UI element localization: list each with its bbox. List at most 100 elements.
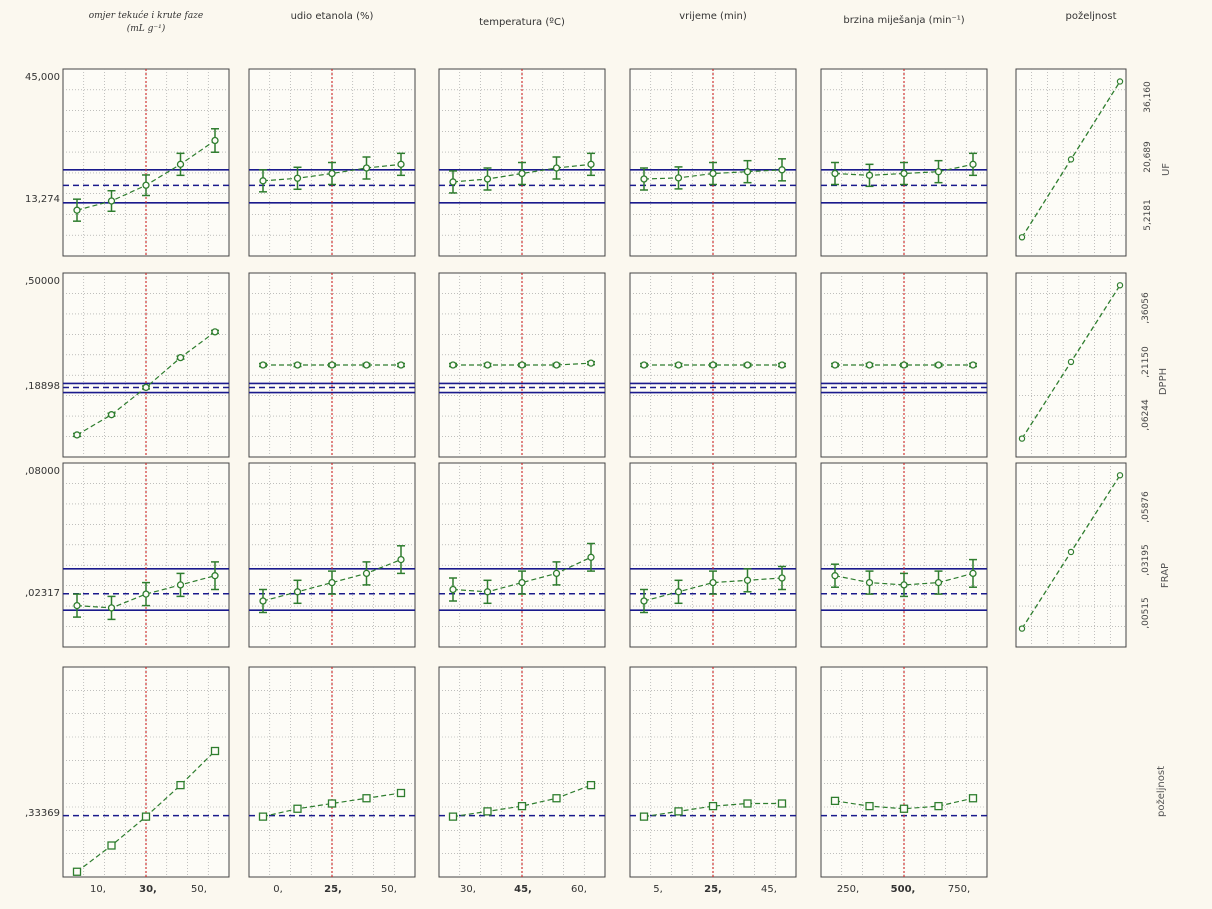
data-point-r3-c0-0: [72, 867, 82, 876]
data-point-r0-c0-1: [107, 197, 116, 205]
data-point-r0-c0-3: [176, 160, 185, 168]
data-point-r0-c2-3: [552, 164, 561, 172]
ytick-dpph-top: ,50000: [25, 276, 60, 287]
trend-line-r3-c4: [834, 797, 974, 810]
data-point-r1-c4-3: [934, 361, 943, 369]
trend-line-r0-c2: [452, 163, 592, 183]
data-point-r1-c2-3: [552, 361, 561, 369]
ytick-frap-mid: ,02317: [25, 588, 60, 599]
ytick-desirability-mid: ,33369: [25, 808, 60, 819]
trend-line-r0-c3: [643, 169, 783, 180]
data-point-r3-c0-3: [176, 780, 185, 790]
data-point-r0-c0-2: [142, 181, 150, 189]
desirability-point-desirability-frap-2: [1116, 472, 1124, 479]
data-point-r2-c4-3: [934, 578, 943, 587]
data-point-r0-c4-3: [934, 168, 943, 176]
data-point-r1-c3-2: [709, 361, 717, 369]
data-point-r1-c0-2: [142, 383, 150, 392]
xtick-c4-2: 750,: [947, 884, 971, 895]
xtick-c2-2: 60,: [571, 884, 587, 895]
data-point-r1-c1-3: [362, 361, 371, 369]
data-point-r3-c0-4: [210, 746, 220, 756]
xtick-c2-0: 30,: [460, 884, 476, 895]
data-point-r2-c1-4: [397, 555, 405, 564]
data-point-r2-c4-0: [831, 572, 839, 580]
desirability-point-desirability-uf-1: [1067, 156, 1075, 163]
data-point-r0-c4-2: [900, 169, 908, 178]
xtick-c0-0: 10,: [90, 884, 106, 895]
data-point-r0-c3-4: [778, 166, 786, 174]
data-point-r1-c1-4: [397, 361, 405, 369]
data-point-r3-c4-3: [934, 801, 943, 811]
xtick-c3-2: 45,: [761, 884, 777, 895]
data-point-r0-c4-1: [865, 171, 874, 179]
data-point-r0-c4-0: [831, 169, 839, 178]
xtick-c3-1: 25,: [704, 884, 722, 895]
xtick-c1-1: 25,: [324, 884, 342, 895]
data-point-r0-c2-0: [449, 178, 457, 186]
data-point-r3-c2-2: [517, 801, 527, 811]
data-point-r1-c0-1: [107, 411, 116, 419]
xtick-c2-1: 45,: [514, 884, 532, 895]
ytick-uf-top: 45,000: [25, 72, 60, 83]
data-point-r1-c3-1: [674, 361, 683, 369]
data-point-r1-c2-0: [449, 361, 457, 369]
desirability-point-desirability-uf-2: [1116, 78, 1124, 85]
data-point-r2-c2-0: [449, 585, 457, 594]
xtick-c4-1: 500,: [890, 884, 916, 895]
data-point-r2-c1-2: [328, 578, 336, 587]
data-point-r0-c1-4: [397, 160, 405, 168]
data-point-r1-c3-4: [778, 361, 786, 369]
data-point-r2-c3-1: [674, 588, 683, 596]
data-point-r0-c3-2: [709, 169, 717, 178]
data-point-r3-c2-0: [448, 812, 458, 821]
ytick-dpph-mid: ,18898: [25, 381, 60, 392]
data-point-r2-c3-0: [640, 597, 648, 605]
data-point-r3-c4-2: [899, 804, 909, 813]
data-point-r1-c4-4: [969, 361, 977, 369]
ytick-uf-mid: 13,274: [25, 194, 60, 205]
data-point-r1-c4-0: [831, 361, 839, 369]
data-point-r3-c2-3: [552, 794, 561, 803]
desirability-point-desirability-frap-1: [1067, 548, 1075, 556]
data-point-r0-c3-3: [743, 168, 752, 176]
trend-line-r3-c1: [262, 792, 402, 818]
data-point-r0-c4-4: [969, 160, 977, 168]
data-point-r2-c1-3: [362, 569, 371, 578]
data-point-r2-c3-2: [709, 578, 717, 587]
column-header-temperature: temperatura (ºC): [479, 17, 565, 28]
data-point-r3-c4-0: [830, 796, 840, 806]
data-point-r3-c1-3: [362, 794, 371, 803]
data-point-r3-c2-1: [483, 807, 492, 816]
data-point-r0-c1-0: [259, 177, 267, 185]
data-point-r3-c1-4: [396, 788, 406, 798]
data-point-r3-c1-0: [258, 812, 268, 821]
data-point-r0-c3-1: [674, 174, 683, 182]
data-point-r0-c3-0: [640, 175, 648, 183]
data-point-r2-c2-4: [587, 553, 595, 561]
data-point-r1-c0-4: [211, 328, 219, 336]
data-point-r2-c0-0: [73, 601, 81, 610]
data-point-r3-c3-1: [674, 807, 683, 816]
column-header-desirability: poželjnost: [1065, 11, 1117, 22]
data-point-r3-c2-4: [586, 780, 596, 790]
column-header-time: vrijeme (min): [679, 11, 747, 22]
data-point-r2-c3-3: [743, 576, 752, 584]
data-point-r2-c0-1: [107, 604, 116, 612]
data-point-r2-c1-0: [259, 597, 267, 605]
data-point-r3-c0-1: [107, 841, 116, 850]
data-point-r1-c0-0: [73, 431, 81, 439]
data-point-r2-c2-3: [552, 569, 561, 578]
data-point-r0-c2-4: [587, 160, 595, 168]
data-point-r3-c3-2: [708, 801, 718, 811]
data-point-r1-c2-1: [483, 361, 492, 369]
data-point-r1-c2-2: [518, 361, 526, 369]
data-point-r1-c0-3: [176, 353, 185, 362]
data-point-r3-c0-2: [141, 812, 151, 821]
data-point-r3-c3-4: [777, 799, 787, 808]
data-point-r3-c4-1: [865, 801, 874, 811]
data-point-r2-c2-1: [483, 588, 492, 596]
xtick-c1-0: 0,: [273, 884, 283, 895]
xtick-c3-0: 5,: [653, 884, 663, 895]
